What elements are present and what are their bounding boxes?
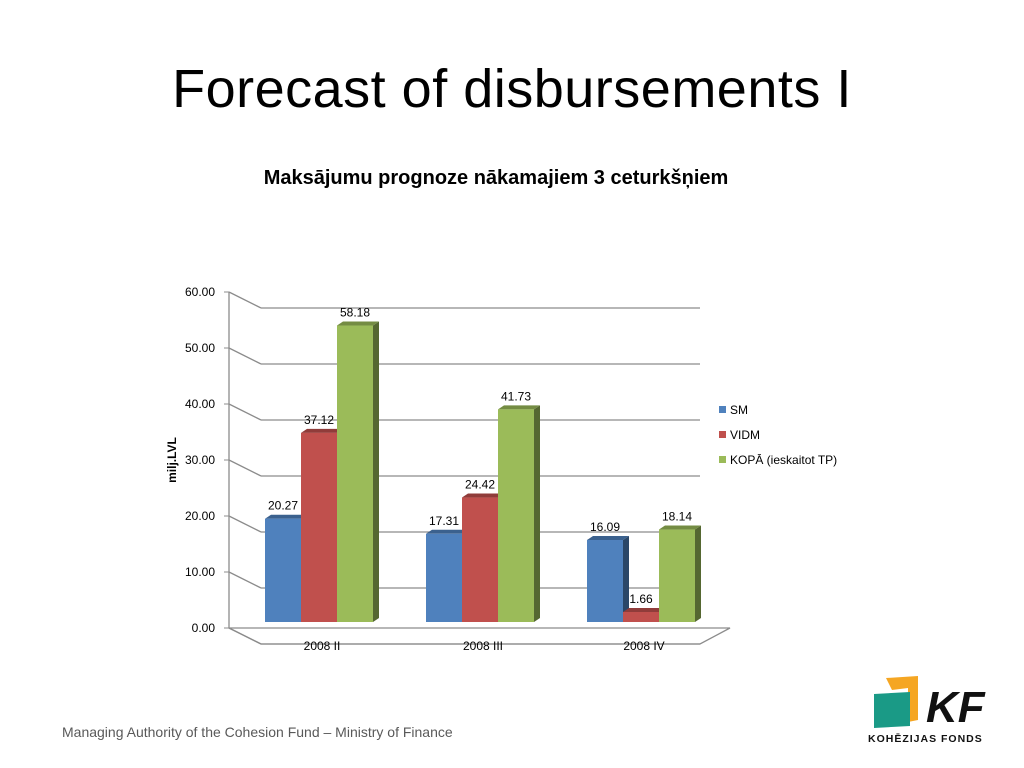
bar-top — [659, 525, 701, 530]
bar-side — [373, 321, 379, 622]
wall-gridline — [228, 291, 262, 309]
data-label: 41.73 — [501, 389, 531, 403]
bar — [498, 409, 534, 622]
wall-gridline — [228, 515, 262, 533]
bar — [587, 540, 623, 622]
y-tick-label: 0.00 — [192, 621, 216, 635]
slide-title: Forecast of disbursements I — [172, 59, 852, 119]
bar-top — [462, 493, 504, 498]
bar-side — [534, 405, 540, 622]
footer-text: Managing Authority of the Cohesion Fund … — [62, 724, 453, 740]
legend-swatch — [719, 431, 726, 438]
wall-gridline — [228, 571, 262, 589]
x-tick-label: 2008 III — [463, 639, 503, 653]
bar — [337, 325, 373, 622]
chart-title: Maksājumu prognoze nākamajiem 3 ceturkšņ… — [263, 167, 729, 189]
legend-label: KOPĀ (ieskaitot TP) — [730, 453, 837, 467]
data-label: 58.18 — [340, 306, 370, 320]
legend-label: SM — [730, 403, 748, 417]
logo-caption: KOHĒZIJAS FONDS — [868, 733, 983, 745]
bar-top — [498, 405, 540, 410]
data-label: 18.14 — [662, 510, 692, 524]
logo-mark: KF — [926, 683, 986, 732]
bar — [301, 432, 337, 622]
x-tick-label: 2008 IV — [623, 639, 664, 653]
bar-top — [623, 608, 665, 612]
bar-top — [587, 536, 629, 541]
wall-gridline — [228, 347, 262, 365]
bar — [265, 518, 301, 622]
bar-side — [695, 525, 701, 622]
y-tick-label: 60.00 — [185, 285, 215, 299]
data-label: 17.31 — [429, 514, 459, 528]
floor — [228, 627, 731, 645]
bar-top — [265, 514, 307, 519]
data-label: 16.09 — [590, 520, 620, 534]
bar-top — [301, 428, 343, 433]
bar — [426, 533, 462, 622]
x-tick-label: 2008 II — [304, 639, 341, 653]
bar — [462, 497, 498, 622]
y-tick-label: 50.00 — [185, 341, 215, 355]
bar-top — [337, 321, 379, 326]
data-label: 37.12 — [304, 413, 334, 427]
wall-gridline — [228, 403, 262, 421]
bar-side — [623, 536, 629, 622]
y-axis-label: milj.LVL — [165, 437, 179, 483]
kohezijas-fonds-logo: KF KOHĒZIJAS FONDS — [868, 676, 986, 745]
wall-gridline — [228, 459, 262, 477]
bar — [659, 529, 695, 622]
y-tick-label: 10.00 — [185, 565, 215, 579]
data-label: 1.66 — [629, 592, 653, 606]
legend-swatch — [719, 456, 726, 463]
bar-top — [426, 529, 468, 534]
bar — [623, 612, 659, 622]
data-label: 24.42 — [465, 478, 495, 492]
logo-teal-shape — [874, 692, 910, 728]
legend-swatch — [719, 406, 726, 413]
y-tick-label: 30.00 — [185, 453, 215, 467]
y-tick-label: 20.00 — [185, 509, 215, 523]
legend-label: VIDM — [730, 428, 760, 442]
y-tick-label: 40.00 — [185, 397, 215, 411]
data-label: 20.27 — [268, 499, 298, 513]
